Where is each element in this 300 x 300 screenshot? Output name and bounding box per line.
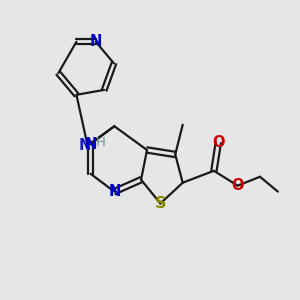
Text: H: H — [96, 136, 106, 149]
Text: N: N — [78, 138, 91, 153]
Text: N: N — [108, 184, 121, 199]
Text: N: N — [84, 136, 97, 152]
Text: S: S — [155, 196, 166, 211]
Text: O: O — [212, 135, 225, 150]
Text: O: O — [231, 178, 244, 193]
Text: N: N — [90, 34, 102, 49]
